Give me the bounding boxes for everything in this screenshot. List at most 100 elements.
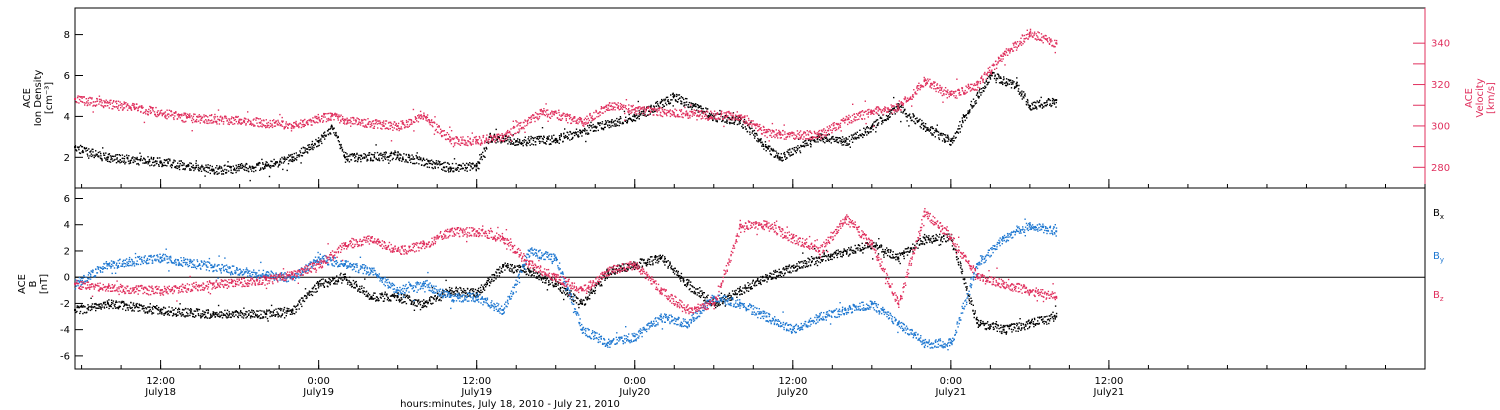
velocity-point-14 [581, 120, 584, 123]
field-bz-point-32 [1002, 282, 1005, 285]
velocity-label-line2: Velocity [1475, 78, 1486, 117]
bottom-series-points [74, 208, 1058, 351]
field-by-point-12 [475, 295, 478, 298]
density-label-line2: Ion Density [33, 70, 44, 127]
field-by-point-11 [449, 295, 452, 298]
field-by-point-17 [607, 341, 610, 344]
time-tick-label-3: 0:00 [624, 376, 646, 387]
field-by-point-15 [554, 256, 557, 259]
field-by-point-29 [923, 341, 926, 344]
field-tick-label-0: -6 [60, 351, 70, 362]
density-point-21 [778, 156, 781, 159]
velocity-ticks: 280 300 320 340 [1413, 39, 1450, 174]
velocity-point-24 [897, 106, 900, 109]
velocity-point-29 [1028, 31, 1031, 34]
velocity-point-18 [739, 114, 742, 117]
density-point-25 [897, 105, 900, 108]
density-point-11 [475, 164, 478, 167]
velocity-axis-label: ACE Velocity [km/s] [1464, 78, 1497, 117]
velocity-point-28 [1002, 52, 1005, 55]
field-by-point-23 [765, 315, 768, 318]
time-tick-date-4: July20 [776, 387, 808, 398]
density-tick-label-3: 8 [64, 30, 70, 41]
field-by-point-33 [1028, 223, 1031, 226]
field-bx-point-9 [396, 295, 399, 298]
density-point-0 [74, 146, 76, 149]
field-by-point-10 [423, 282, 426, 285]
density-tick-label-1: 4 [64, 112, 70, 123]
density-point-13 [515, 139, 518, 142]
field-label-line3: [nT] [39, 274, 50, 294]
velocity-point-10 [449, 139, 452, 142]
field-bz-point-23 [765, 223, 768, 226]
velocity-point-15 [607, 104, 610, 107]
density-point-2 [159, 160, 162, 163]
field-bz-point-24 [791, 236, 794, 239]
velocity-tick-label-6: 340 [1431, 39, 1450, 50]
bottom-time-ticks [81, 360, 1426, 369]
density-tick-label-2: 6 [64, 71, 70, 82]
field-bz-point-29 [923, 210, 926, 213]
field-by-point-28 [897, 322, 900, 325]
time-tick-date-0: July18 [144, 387, 176, 398]
field-tick-label-4: 2 [64, 246, 70, 257]
velocity-point-21 [818, 133, 821, 136]
field-bz-point-14 [528, 263, 531, 266]
field-bx-point-6 [317, 282, 320, 285]
field-bz-point-18 [633, 263, 636, 266]
field-by-point-20 [686, 322, 689, 325]
density-point-10 [449, 166, 452, 169]
field-ticks: -6 -4 -2 0 2 4 6 [60, 194, 83, 362]
velocity-tick-label-2: 300 [1431, 121, 1450, 132]
time-tick-date-1: July19 [302, 387, 334, 398]
legend-bz: Bz [1433, 290, 1444, 303]
velocity-point-5 [317, 116, 320, 119]
density-point-1 [106, 156, 109, 159]
legend-bx: Bx [1433, 208, 1444, 221]
velocity-point-25 [923, 79, 926, 82]
field-bx-scatter [74, 227, 1058, 335]
field-by-point-8 [370, 269, 373, 272]
density-axis-label: ACE Ion Density [cm⁻³] [22, 70, 55, 127]
velocity-point-2 [185, 116, 188, 119]
density-point-4 [264, 164, 267, 167]
time-tick-label-6: 12:00 [1094, 376, 1123, 387]
field-by-point-34 [1055, 230, 1058, 233]
field-bx-point-33 [1055, 315, 1058, 318]
field-bz-point-17 [607, 269, 610, 272]
field-bx-point-1 [106, 302, 109, 305]
field-label-line2: B [28, 280, 39, 287]
top-time-ticks [81, 179, 1426, 188]
field-bx-point-5 [291, 308, 294, 311]
time-tick-label-0: 12:00 [146, 376, 175, 387]
density-point-27 [949, 139, 952, 142]
velocity-point-4 [291, 124, 294, 127]
density-point-6 [317, 139, 320, 142]
velocity-point-17 [686, 112, 689, 115]
time-axis-title: hours:minutes, July 18, 2010 - July 21, … [400, 399, 620, 410]
field-bz-point-4 [264, 278, 267, 281]
field-tick-label-6: 6 [64, 194, 70, 205]
field-bz-point-15 [554, 276, 557, 279]
density-ticks: 2 4 6 8 [64, 30, 83, 164]
field-by-point-6 [317, 256, 320, 259]
field-tick-label-3: 0 [64, 273, 70, 284]
velocity-point-27 [976, 83, 979, 86]
density-point-17 [673, 94, 676, 97]
field-bz-point-22 [739, 223, 742, 226]
field-bz-point-0 [74, 282, 76, 285]
velocity-point-23 [870, 110, 873, 113]
field-bz-scatter [74, 208, 1058, 315]
density-point-32 [1055, 99, 1058, 102]
bottom-plot-frame [74, 187, 1426, 370]
density-point-24 [870, 125, 873, 128]
field-bx-point-20 [686, 282, 689, 285]
time-axis-labels: 12:00July180:00July1912:00July190:00July… [144, 376, 1124, 398]
field-bz-point-27 [870, 243, 873, 246]
velocity-point-19 [765, 131, 768, 134]
density-point-14 [554, 137, 557, 140]
field-by-point-2 [159, 256, 162, 259]
velocity-point-1 [133, 106, 136, 109]
velocity-point-12 [502, 135, 505, 138]
